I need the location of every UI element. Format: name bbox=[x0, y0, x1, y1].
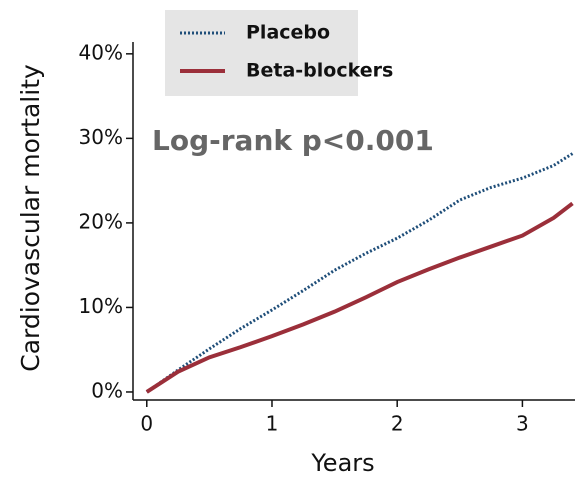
y-tick-label: 0% bbox=[91, 378, 123, 402]
y-axis-label: Cardiovascular mortality bbox=[16, 64, 45, 372]
x-tick-label: 3 bbox=[516, 412, 529, 436]
annotation: Log-rank p<0.001 bbox=[152, 124, 434, 157]
y-tick-label: 20% bbox=[79, 209, 123, 233]
y-tick-label: 10% bbox=[79, 294, 123, 318]
x-tick-label: 2 bbox=[391, 412, 404, 436]
series-line bbox=[145, 201, 574, 394]
y-tick-label: 30% bbox=[79, 125, 123, 149]
legend-box bbox=[165, 10, 358, 96]
x-tick-label: 1 bbox=[266, 412, 279, 436]
x-tick-label: 0 bbox=[140, 412, 153, 436]
x-axis-label: Years bbox=[310, 449, 374, 477]
y-tick-label: 40% bbox=[79, 40, 123, 64]
legend-label: Placebo bbox=[246, 22, 330, 44]
series-line bbox=[145, 152, 574, 394]
legend-label: Beta-blockers bbox=[246, 60, 393, 82]
